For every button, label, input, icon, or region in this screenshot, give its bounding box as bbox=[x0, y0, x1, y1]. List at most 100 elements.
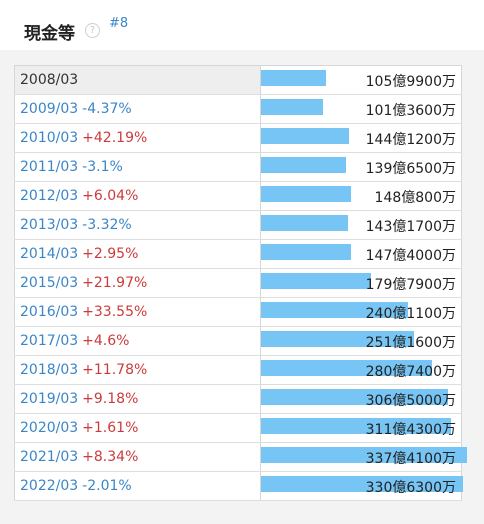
change-percent[interactable]: -4.37% bbox=[82, 101, 132, 117]
value-cell: 105億9900万 bbox=[260, 65, 462, 95]
table-row: 2012/03 +6.04% 148億800万 bbox=[14, 181, 462, 211]
change-percent[interactable]: -3.32% bbox=[82, 217, 132, 233]
year-cell: 2020/03 +1.61% bbox=[14, 413, 261, 443]
table-row: 2013/03 -3.32% 143億1700万 bbox=[14, 210, 462, 240]
change-percent[interactable]: -3.1% bbox=[82, 159, 123, 175]
amount-value: 306億5000万 bbox=[365, 393, 456, 409]
help-icon[interactable]: ? bbox=[85, 23, 100, 38]
year-link[interactable]: 2019/03 bbox=[20, 391, 79, 407]
change-percent[interactable]: -2.01% bbox=[82, 478, 132, 494]
year-link[interactable]: 2021/03 bbox=[20, 449, 79, 465]
year-link[interactable]: 2022/03 bbox=[20, 478, 79, 494]
value-bar bbox=[261, 99, 323, 115]
year-cell: 2012/03 +6.04% bbox=[14, 181, 261, 211]
year-link[interactable]: 2009/03 bbox=[20, 101, 79, 117]
amount-value: 101億3600万 bbox=[365, 103, 456, 119]
amount-value: 337億4100万 bbox=[365, 451, 456, 467]
year-cell: 2016/03 +33.55% bbox=[14, 297, 261, 327]
value-cell: 337億4100万 bbox=[260, 442, 467, 472]
value-bar bbox=[261, 302, 408, 318]
year-link[interactable]: 2014/03 bbox=[20, 246, 79, 262]
year-link: 2008/03 bbox=[20, 72, 79, 88]
table-row: 2017/03 +4.6% 251億1600万 bbox=[14, 326, 462, 356]
amount-value: 240億1100万 bbox=[365, 306, 456, 322]
table-row: 2009/03 -4.37% 101億3600万 bbox=[14, 94, 462, 124]
value-cell: 251億1600万 bbox=[260, 326, 462, 356]
amount-value: 311億4300万 bbox=[365, 422, 456, 438]
year-cell: 2008/03 bbox=[14, 65, 261, 95]
year-link[interactable]: 2010/03 bbox=[20, 130, 79, 146]
table-row: 2014/03 +2.95% 147億4000万 bbox=[14, 239, 462, 269]
value-bar bbox=[261, 447, 467, 463]
year-link[interactable]: 2017/03 bbox=[20, 333, 79, 349]
section-header: 現金等 ? #8 bbox=[24, 14, 128, 44]
change-percent[interactable]: +33.55% bbox=[82, 304, 148, 320]
year-cell: 2015/03 +21.97% bbox=[14, 268, 261, 298]
year-link[interactable]: 2015/03 bbox=[20, 275, 79, 291]
year-link[interactable]: 2011/03 bbox=[20, 159, 79, 175]
value-cell: 330億6300万 bbox=[260, 471, 463, 501]
change-percent[interactable]: +8.34% bbox=[82, 449, 139, 465]
value-cell: 240億1100万 bbox=[260, 297, 462, 327]
change-percent[interactable]: +6.04% bbox=[82, 188, 139, 204]
change-percent[interactable]: +21.97% bbox=[82, 275, 148, 291]
section-title: 現金等 bbox=[24, 24, 75, 44]
amount-value: 143億1700万 bbox=[365, 219, 456, 235]
table-row: 2015/03 +21.97% 179億7900万 bbox=[14, 268, 462, 298]
amount-value: 147億4000万 bbox=[365, 248, 456, 264]
year-cell: 2018/03 +11.78% bbox=[14, 355, 261, 385]
change-percent[interactable]: +4.6% bbox=[82, 333, 130, 349]
table-row: 2021/03 +8.34% 337億4100万 bbox=[14, 442, 467, 472]
year-cell: 2011/03 -3.1% bbox=[14, 152, 261, 182]
amount-value: 105億9900万 bbox=[365, 74, 456, 90]
value-bar bbox=[261, 215, 348, 231]
value-bar bbox=[261, 360, 432, 376]
amount-value: 139億6500万 bbox=[365, 161, 456, 177]
value-cell: 139億6500万 bbox=[260, 152, 462, 182]
value-cell: 144億1200万 bbox=[260, 123, 462, 153]
rank-link[interactable]: #8 bbox=[109, 16, 129, 31]
year-cell: 2021/03 +8.34% bbox=[14, 442, 261, 472]
table-row: 2022/03 -2.01% 330億6300万 bbox=[14, 471, 463, 501]
value-cell: 306億5000万 bbox=[260, 384, 462, 414]
value-bar bbox=[261, 476, 463, 492]
value-bar bbox=[261, 244, 351, 260]
amount-value: 148億800万 bbox=[374, 190, 456, 206]
amount-value: 179億7900万 bbox=[365, 277, 456, 293]
change-percent[interactable]: +9.18% bbox=[82, 391, 139, 407]
value-cell: 280億7400万 bbox=[260, 355, 462, 385]
table-row: 2010/03 +42.19% 144億1200万 bbox=[14, 123, 462, 153]
value-bar bbox=[261, 70, 326, 86]
year-cell: 2010/03 +42.19% bbox=[14, 123, 261, 153]
value-bar bbox=[261, 389, 448, 405]
value-bar bbox=[261, 331, 414, 347]
history-table: 2008/03 105億9900万 2009/03 -4.37% 101億3600万 20… bbox=[14, 65, 467, 501]
year-link[interactable]: 2012/03 bbox=[20, 188, 79, 204]
year-cell: 2017/03 +4.6% bbox=[14, 326, 261, 356]
table-row: 2008/03 105億9900万 bbox=[14, 65, 462, 95]
change-percent[interactable]: +2.95% bbox=[82, 246, 139, 262]
value-cell: 143億1700万 bbox=[260, 210, 462, 240]
year-cell: 2019/03 +9.18% bbox=[14, 384, 261, 414]
year-link[interactable]: 2016/03 bbox=[20, 304, 79, 320]
year-link[interactable]: 2013/03 bbox=[20, 217, 79, 233]
value-cell: 179億7900万 bbox=[260, 268, 462, 298]
value-bar bbox=[261, 186, 351, 202]
amount-value: 144億1200万 bbox=[365, 132, 456, 148]
value-bar bbox=[261, 128, 349, 144]
value-bar bbox=[261, 157, 346, 173]
value-bar bbox=[261, 273, 371, 289]
year-link[interactable]: 2020/03 bbox=[20, 420, 79, 436]
amount-value: 251億1600万 bbox=[365, 335, 456, 351]
table-row: 2020/03 +1.61% 311億4300万 bbox=[14, 413, 462, 443]
value-cell: 148億800万 bbox=[260, 181, 462, 211]
value-bar bbox=[261, 418, 451, 434]
change-percent[interactable]: +11.78% bbox=[82, 362, 148, 378]
value-cell: 311億4300万 bbox=[260, 413, 462, 443]
year-cell: 2022/03 -2.01% bbox=[14, 471, 261, 501]
change-percent[interactable]: +42.19% bbox=[82, 130, 148, 146]
change-percent[interactable]: +1.61% bbox=[82, 420, 139, 436]
year-link[interactable]: 2018/03 bbox=[20, 362, 79, 378]
year-cell: 2013/03 -3.32% bbox=[14, 210, 261, 240]
value-cell: 101億3600万 bbox=[260, 94, 462, 124]
